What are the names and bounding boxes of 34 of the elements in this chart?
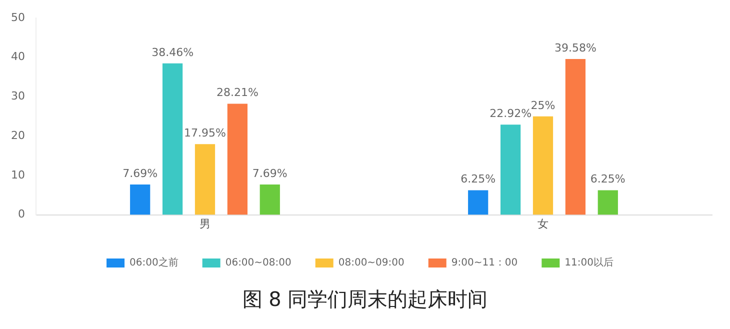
- y-tick-label: 20: [10, 128, 25, 142]
- x-tick-label: 男: [200, 217, 210, 230]
- y-tick-label: 10: [10, 168, 25, 182]
- y-tick-label: 30: [10, 90, 25, 103]
- data-label: 28.21%: [216, 86, 258, 100]
- data-label: 6.25%: [590, 172, 626, 186]
- data-label: 6.25%: [460, 172, 496, 186]
- legend-label: 11:00以后: [564, 256, 614, 269]
- data-label: 7.69%: [252, 166, 288, 180]
- bar: [565, 59, 586, 215]
- legend-label: 06:00~08:00: [225, 258, 292, 269]
- data-label: 7.69%: [122, 166, 158, 180]
- bar: [598, 190, 618, 215]
- data-label: 25%: [530, 98, 556, 112]
- data-label: 17.95%: [184, 126, 226, 140]
- bar: [500, 124, 521, 215]
- legend-label: 06:00之前: [130, 256, 178, 269]
- y-tick-label: 40: [10, 50, 25, 64]
- data-label: 39.58%: [554, 41, 596, 54]
- bar: [162, 63, 183, 215]
- bar: [227, 104, 248, 215]
- legend-label: 08:00~09:00: [338, 258, 404, 269]
- y-tick-label: 0: [18, 208, 25, 221]
- bar: [194, 144, 216, 215]
- text: 图 8 同学们周末的起床时间: [241, 286, 489, 313]
- bar: [468, 190, 488, 215]
- x-tick-label: 女: [538, 217, 548, 230]
- bar: [532, 116, 554, 215]
- bar: [130, 184, 150, 215]
- data-label: 38.46%: [152, 46, 194, 59]
- y-tick-label: 50: [10, 10, 25, 24]
- data-label: 22.92%: [490, 106, 532, 120]
- legend-label: 9:00~11：00: [451, 258, 518, 269]
- bar: [260, 184, 280, 215]
